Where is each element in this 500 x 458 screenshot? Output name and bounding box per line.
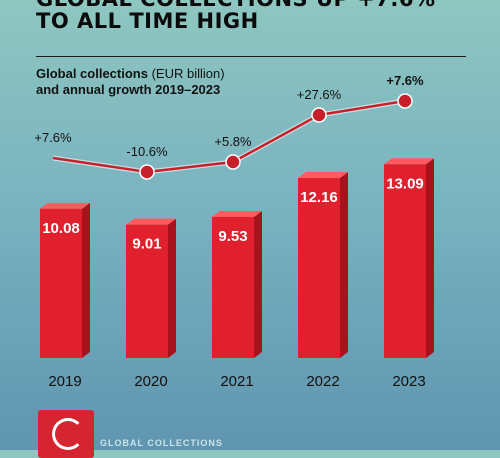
title-line-2: TO ALL TIME HIGH <box>36 9 259 33</box>
bar-value-label: 9.53 <box>218 228 247 245</box>
subtitle-bold-1: Global collections <box>36 66 148 81</box>
brand-text: GLOBAL COLLECTIONS <box>100 438 223 448</box>
growth-marker <box>225 154 241 170</box>
chart-subtitle: Global collections (EUR billion) and ann… <box>36 66 296 98</box>
x-tick-label: 2020 <box>134 373 167 390</box>
bar-side <box>168 218 176 358</box>
bar <box>40 208 82 358</box>
growth-label: +7.6% <box>386 73 424 88</box>
bar <box>384 164 426 358</box>
title-divider <box>36 56 466 57</box>
x-tick-label: 2019 <box>48 373 81 390</box>
x-tick-label: 2022 <box>306 373 339 390</box>
growth-marker <box>397 93 413 109</box>
bar-value-label: 12.16 <box>300 189 338 206</box>
growth-marker <box>311 107 327 123</box>
bar-value-label: 13.09 <box>386 175 424 192</box>
bar-side <box>426 158 434 358</box>
growth-label: +7.6% <box>34 130 72 145</box>
bar-side <box>254 210 262 358</box>
x-tick-label: 2021 <box>220 373 253 390</box>
brand-ring-icon <box>52 418 84 450</box>
brand-box <box>38 410 94 458</box>
title-line-1: GLOBAL COLLECTIONS UP +7.6% <box>36 0 476 10</box>
subtitle-unit: (EUR billion) <box>147 66 225 81</box>
bar <box>212 216 254 358</box>
bar <box>298 178 340 358</box>
growth-label: +5.8% <box>214 134 252 149</box>
bar-top <box>212 210 262 217</box>
bar-value-label: 9.01 <box>132 236 161 253</box>
bar-top <box>40 202 90 209</box>
bar-top <box>126 218 176 225</box>
subtitle-bold-2: and annual growth 2019–2023 <box>36 82 221 97</box>
page-title: GLOBAL COLLECTIONS UP +7.6% TO ALL TIME … <box>36 0 476 32</box>
growth-label: -10.6% <box>126 144 168 159</box>
bar-side <box>82 202 90 358</box>
bar <box>126 224 168 358</box>
growth-marker <box>139 164 155 180</box>
x-tick-label: 2023 <box>392 373 425 390</box>
bar-side <box>340 172 348 358</box>
bar-value-label: 10.08 <box>42 220 80 237</box>
growth-label: +27.6% <box>297 87 342 102</box>
bar-top <box>384 158 434 165</box>
bar-top <box>298 172 348 179</box>
